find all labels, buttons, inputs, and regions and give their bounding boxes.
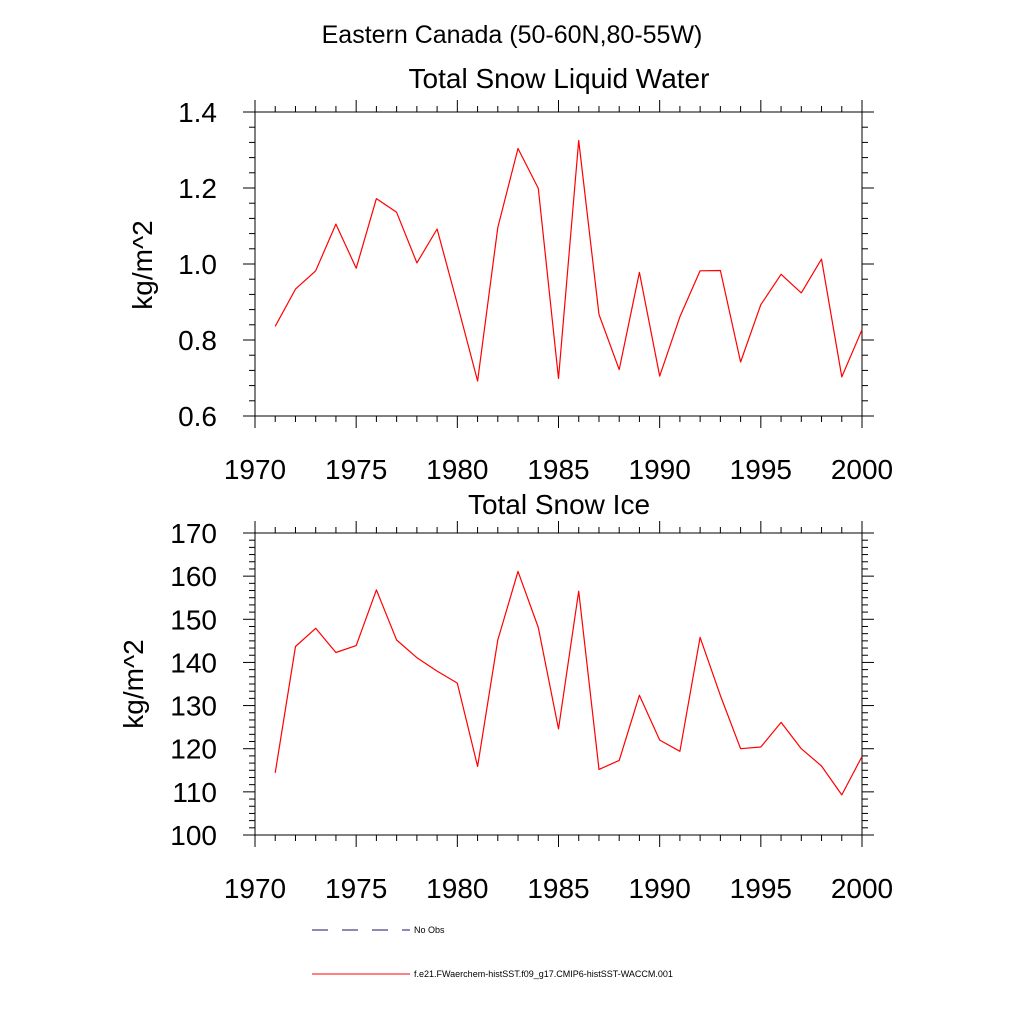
y-tick-label: 140 [170, 647, 217, 678]
x-tick-label: 1995 [730, 873, 792, 904]
y-tick-label: 0.6 [178, 401, 217, 432]
x-tick-label: 1980 [426, 454, 488, 485]
tick-labels: 1970 1975 1980 1985 1990 1995 2000 100 110 120 130… [170, 518, 893, 904]
x-tick-label: 1990 [629, 873, 691, 904]
figure-title: Eastern Canada (50-60N,80-55W) [322, 21, 703, 49]
x-tick-label: 1995 [730, 454, 792, 485]
tick-labels: 1970 1975 1980 1985 1990 1995 2000 0.6 0.8 1.0 1.2… [178, 97, 893, 485]
axis-ticks [243, 521, 874, 847]
axis-ticks [243, 100, 874, 428]
legend-label-model-run: f.e21.FWaerchem-histSST.f09_g17.CMIP6-hi… [414, 969, 673, 979]
x-tick-label: 1985 [527, 873, 589, 904]
y-tick-label: 170 [170, 518, 217, 549]
y-axis-label: kg/m^2 [127, 220, 158, 309]
panel-title: Total Snow Ice [468, 489, 650, 520]
plot-frame [254, 111, 863, 417]
x-tick-label: 1970 [224, 873, 286, 904]
y-tick-label: 1.4 [178, 97, 217, 128]
legend-label-no-obs: No Obs [414, 925, 445, 935]
y-tick-label: 160 [170, 561, 217, 592]
y-tick-label: 150 [170, 604, 217, 635]
y-tick-label: 1.2 [178, 173, 217, 204]
y-axis-label: kg/m^2 [118, 639, 149, 728]
plot-frame [254, 532, 863, 836]
x-tick-label: 1980 [426, 873, 488, 904]
y-tick-label: 0.8 [178, 325, 217, 356]
x-tick-label: 1990 [629, 454, 691, 485]
panel-snow-liquid-water: Total Snow Liquid Water kg/m^2 1970 1975 1… [127, 63, 893, 485]
x-tick-label: 1975 [325, 873, 387, 904]
series-group [274, 139, 863, 382]
y-tick-label: 100 [170, 820, 217, 851]
y-tick-label: 110 [172, 777, 217, 808]
x-tick-label: 1970 [224, 454, 286, 485]
panel-snow-ice: Total Snow Ice kg/m^2 1970 1975 1980 1985 19… [118, 489, 893, 904]
panel-title: Total Snow Liquid Water [409, 63, 710, 94]
x-tick-label: 2000 [831, 873, 893, 904]
x-tick-label: 1975 [325, 454, 387, 485]
y-tick-label: 1.0 [178, 249, 217, 280]
legend: No Obs f.e21.FWaerchem-histSST.f09_g17.C… [312, 925, 673, 979]
series-line [274, 139, 863, 382]
series-group [274, 570, 863, 796]
y-tick-label: 130 [170, 691, 217, 722]
y-tick-label: 120 [170, 734, 217, 765]
x-tick-label: 1985 [527, 454, 589, 485]
x-tick-label: 2000 [831, 454, 893, 485]
series-line [274, 570, 863, 796]
